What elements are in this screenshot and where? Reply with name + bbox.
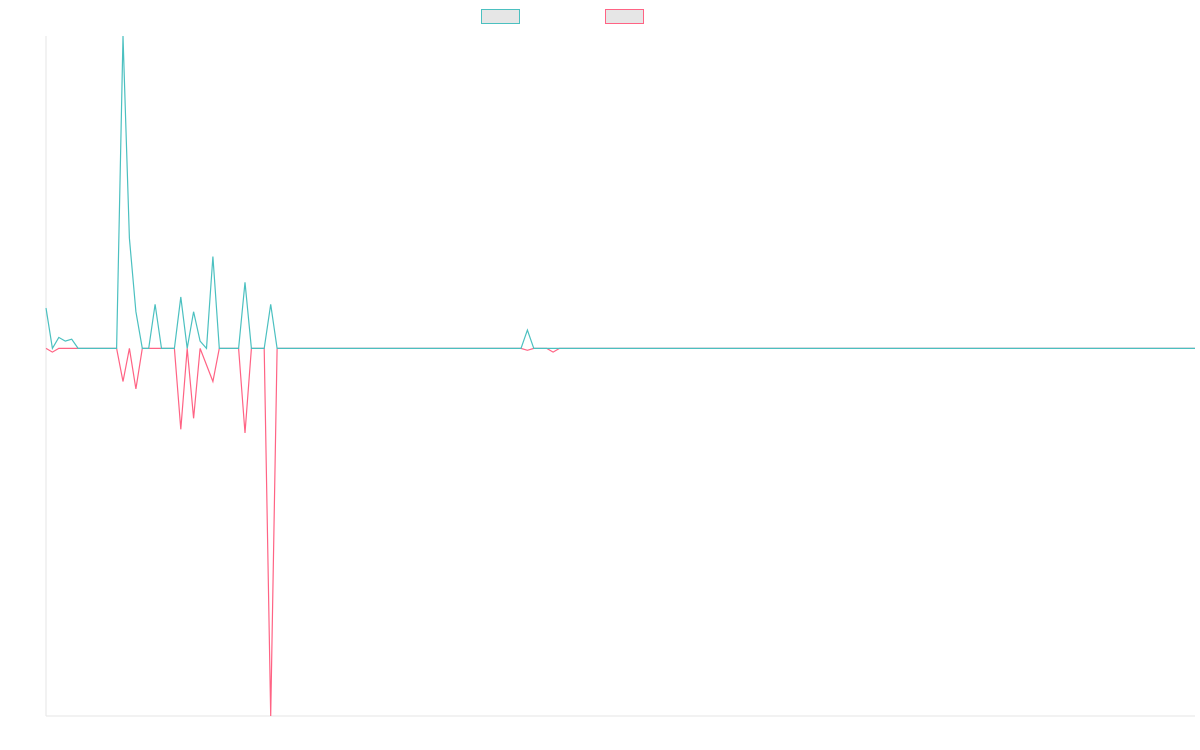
legend-swatch-series-1[interactable]: [481, 9, 520, 24]
series-line-2: [45, 347, 1195, 717]
series-line-1: [45, 35, 1195, 351]
series-layer: [45, 35, 1195, 717]
legend-swatch-series-2[interactable]: [605, 9, 644, 24]
